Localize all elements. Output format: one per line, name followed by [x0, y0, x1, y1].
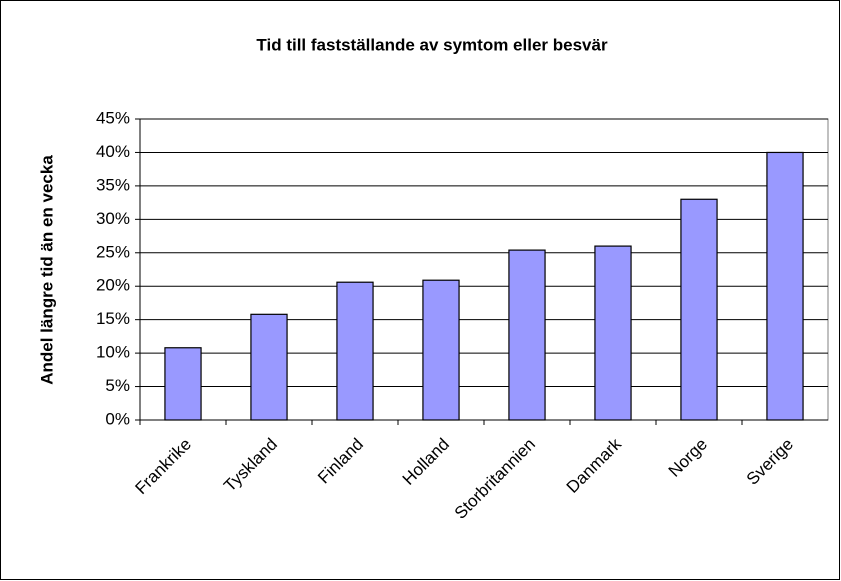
- y-tick-label: 40%: [96, 142, 130, 161]
- bar: [766, 151, 804, 421]
- y-axis-label: Andel längre tid än en vecka: [37, 155, 56, 385]
- bar: [250, 313, 288, 421]
- bar: [164, 347, 202, 421]
- bar: [594, 245, 632, 421]
- y-tick-label: 15%: [96, 309, 130, 328]
- y-tick-label: 30%: [96, 209, 130, 228]
- bar: [508, 249, 546, 421]
- y-tick-label: 20%: [96, 276, 130, 295]
- y-tick-label: 0%: [105, 409, 130, 428]
- y-tick-label: 10%: [96, 343, 130, 362]
- y-tick-label: 35%: [96, 175, 130, 194]
- chart-title: Tid till fastställande av symtom eller b…: [256, 35, 608, 54]
- y-tick-label: 25%: [96, 242, 130, 261]
- bar: [422, 279, 460, 421]
- bar: [680, 198, 718, 421]
- bar: [336, 281, 374, 421]
- y-tick-label: 5%: [105, 376, 130, 395]
- y-tick-label: 45%: [96, 108, 130, 127]
